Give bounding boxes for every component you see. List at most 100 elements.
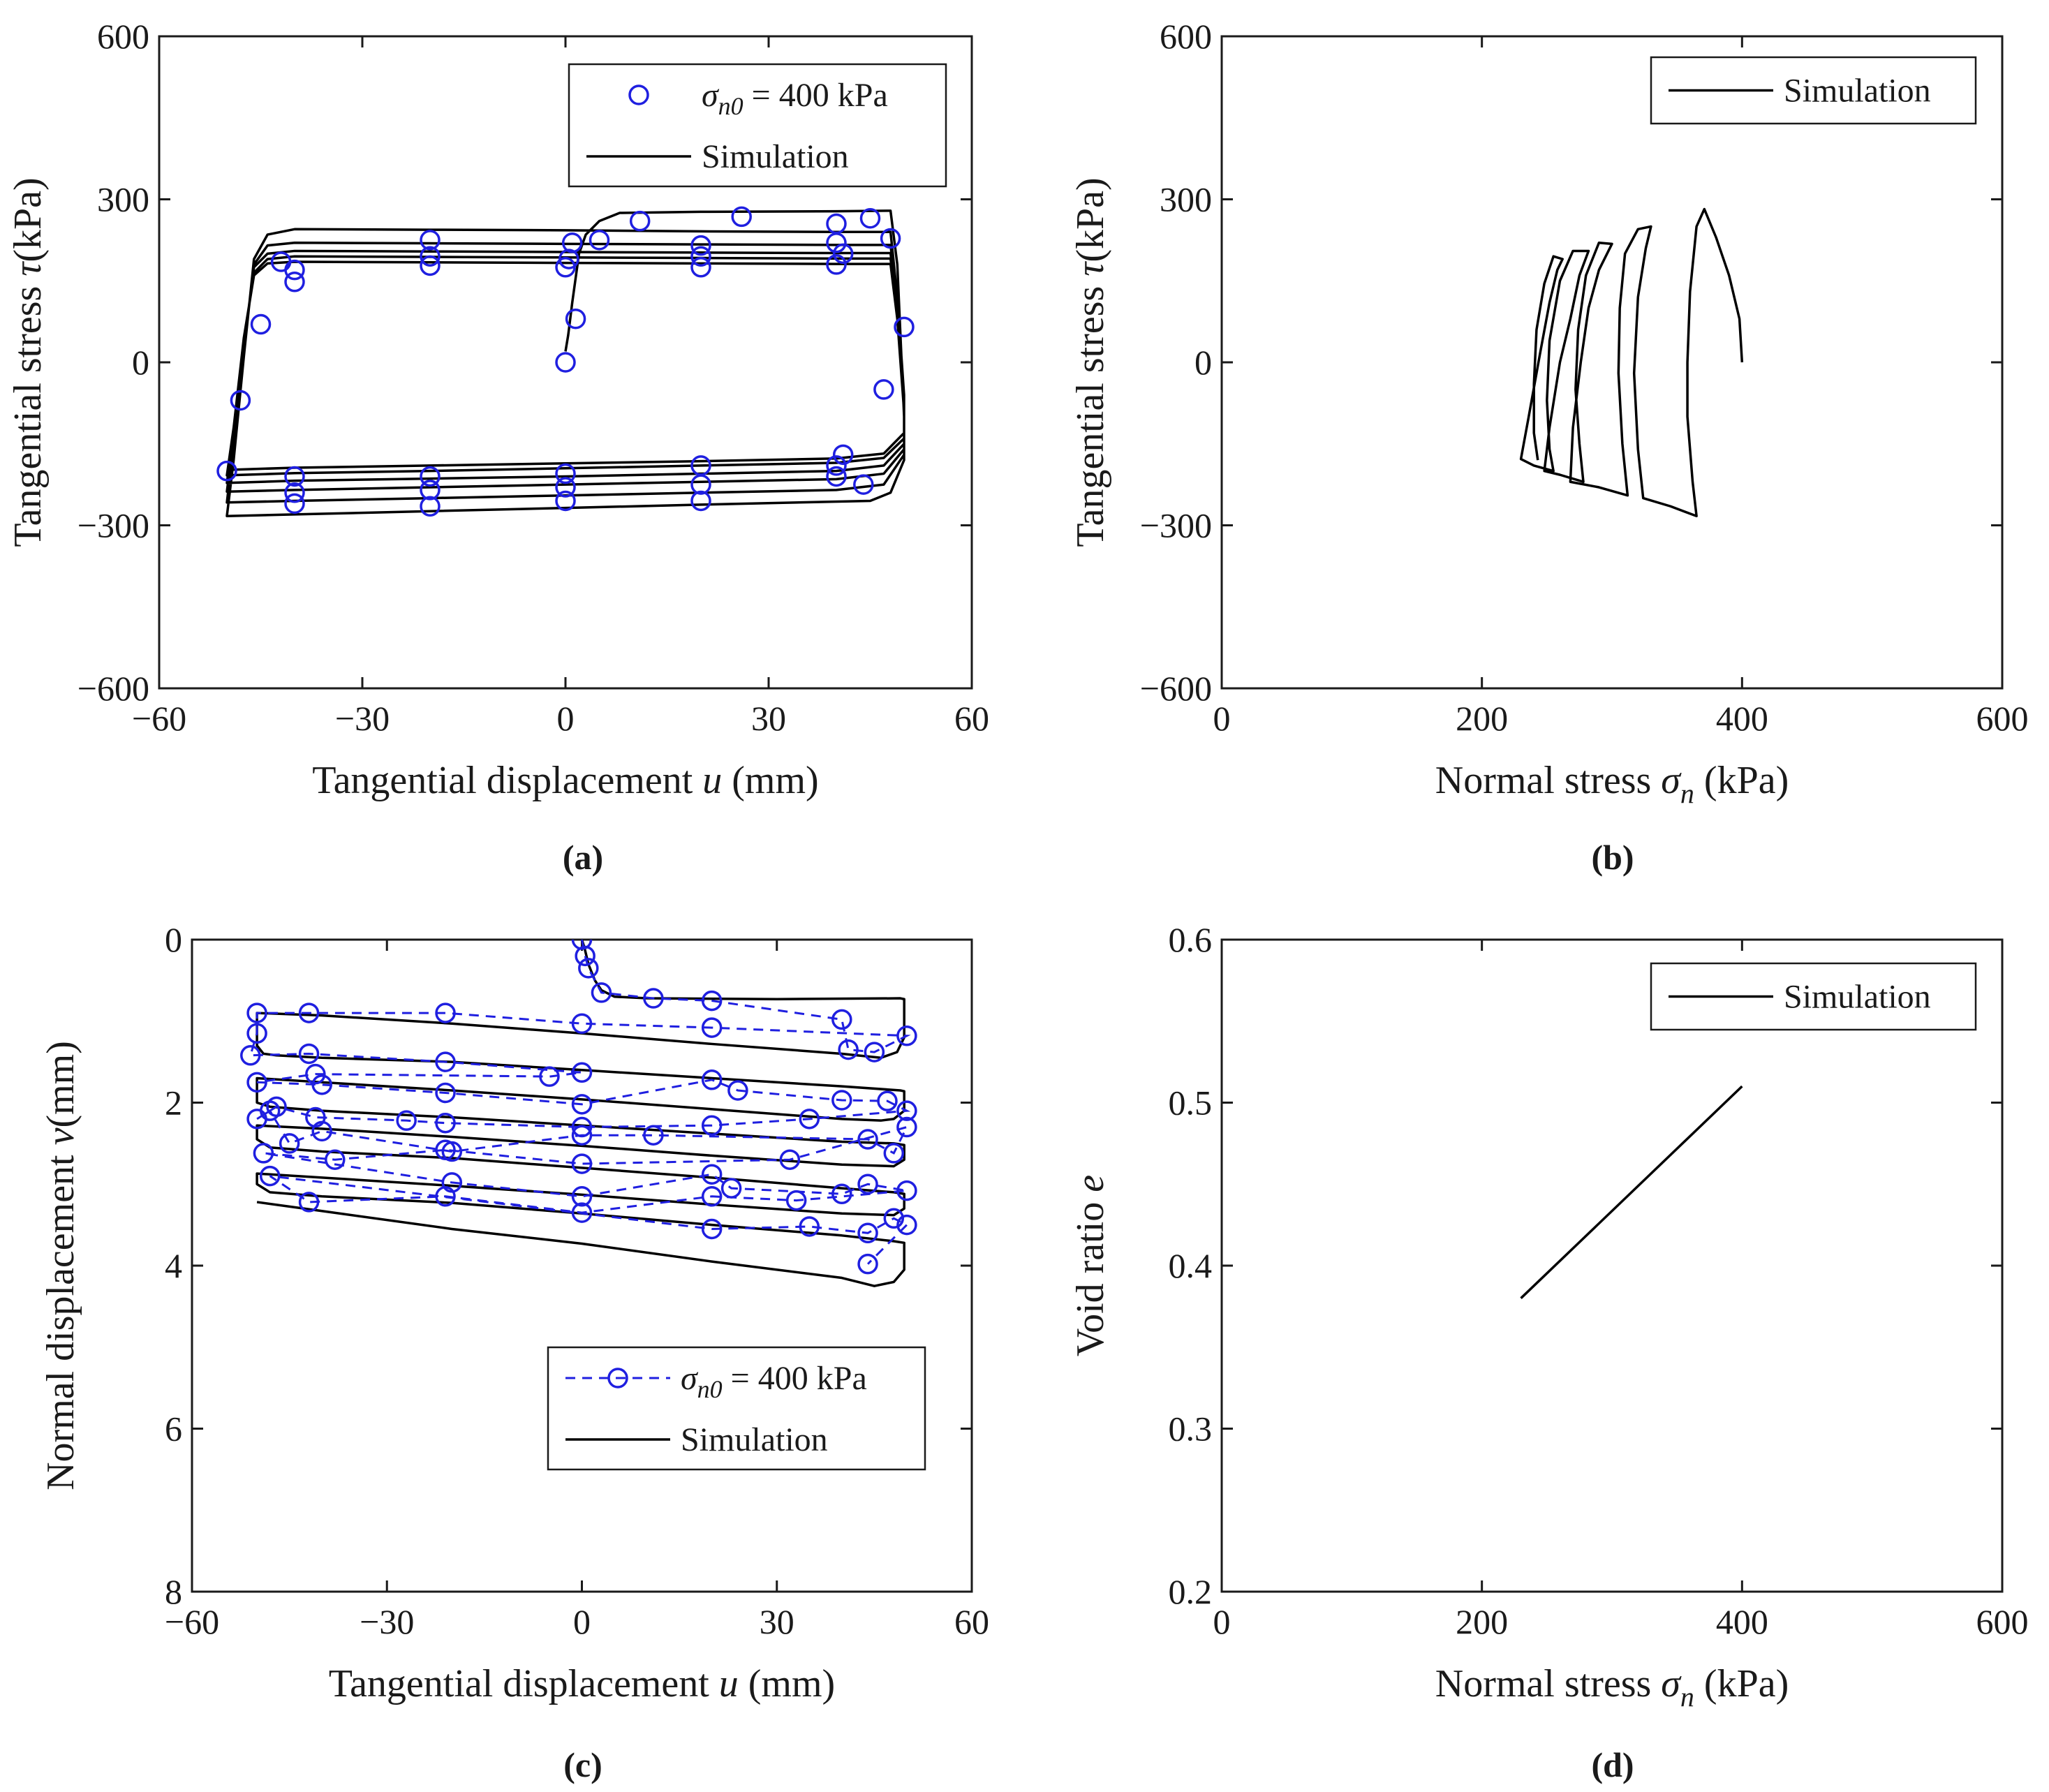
data-point bbox=[701, 1218, 723, 1240]
y-tick-label: −300 bbox=[1140, 506, 1212, 545]
data-point bbox=[883, 1208, 905, 1229]
data-point bbox=[240, 1045, 261, 1066]
y-axis-title: Void ratio e bbox=[1069, 1175, 1112, 1356]
data-point bbox=[690, 490, 711, 512]
data-point bbox=[690, 257, 711, 278]
data-point bbox=[246, 1023, 267, 1044]
data-point bbox=[571, 1202, 593, 1223]
data-point bbox=[859, 207, 881, 229]
data-point bbox=[701, 1115, 723, 1136]
data-point bbox=[284, 466, 305, 487]
data-point bbox=[435, 1051, 456, 1072]
data-point bbox=[785, 1190, 807, 1211]
data-point bbox=[555, 352, 576, 373]
legend: σn0 = 400 kPa Simulation bbox=[568, 63, 947, 188]
legend-box bbox=[547, 1346, 926, 1471]
panel-label: (c) bbox=[563, 1745, 602, 1784]
legend-box bbox=[568, 63, 947, 188]
data-point bbox=[826, 254, 847, 275]
data-point bbox=[396, 1110, 417, 1131]
panel-label: (a) bbox=[563, 838, 603, 877]
data-point bbox=[880, 228, 901, 249]
legend-label: Simulation bbox=[1784, 979, 1931, 1016]
data-point bbox=[279, 1133, 300, 1154]
data-point bbox=[894, 316, 915, 338]
data-point bbox=[420, 496, 441, 517]
data-point bbox=[701, 990, 723, 1012]
data-point bbox=[857, 1129, 878, 1150]
series-simulation bbox=[1520, 1085, 1743, 1299]
data-point bbox=[435, 1139, 456, 1160]
y-tick-label: 0 bbox=[165, 920, 182, 959]
x-axis-title: Tangential displacement u (mm) bbox=[312, 759, 818, 802]
x-tick-label: 600 bbox=[1976, 1602, 2029, 1641]
axes-frame bbox=[1220, 35, 2004, 690]
data-point bbox=[831, 1090, 852, 1111]
data-point bbox=[298, 1043, 320, 1065]
x-axis-title: Normal stress σn (kPa) bbox=[1435, 759, 1789, 809]
data-point bbox=[701, 1186, 723, 1207]
data-point bbox=[571, 1062, 593, 1083]
data-point bbox=[896, 1180, 917, 1201]
data-point bbox=[259, 1100, 281, 1121]
legend-label: σn0 = 400 kPa bbox=[681, 1360, 867, 1403]
data-point bbox=[727, 1080, 748, 1101]
data-point bbox=[420, 255, 441, 276]
data-point bbox=[284, 272, 305, 293]
data-point bbox=[690, 474, 711, 495]
data-point bbox=[720, 1178, 742, 1199]
data-point bbox=[826, 232, 847, 253]
data-point bbox=[250, 313, 272, 335]
data-point bbox=[420, 480, 441, 501]
data-point bbox=[701, 1017, 723, 1038]
data-point bbox=[246, 1072, 267, 1093]
data-point bbox=[284, 259, 305, 281]
data-point bbox=[565, 308, 586, 329]
y-tick-label: 0.6 bbox=[1169, 920, 1213, 959]
x-tick-label: 0 bbox=[557, 699, 575, 738]
simulation-line bbox=[1519, 207, 1744, 518]
data-point bbox=[253, 1143, 274, 1164]
data-point bbox=[539, 1066, 560, 1087]
y-axis-title: Normal displacement v(mm) bbox=[39, 1041, 82, 1490]
data-point bbox=[246, 1002, 267, 1023]
y-tick-label: 4 bbox=[165, 1246, 182, 1285]
data-point bbox=[857, 1253, 878, 1275]
x-axis-title: Normal stress σn (kPa) bbox=[1435, 1662, 1789, 1712]
data-point bbox=[873, 379, 894, 400]
data-point bbox=[831, 1009, 852, 1030]
data-point bbox=[230, 390, 251, 411]
x-tick-label: 60 bbox=[954, 1602, 989, 1641]
data-point bbox=[298, 1002, 320, 1023]
data-point bbox=[883, 1143, 905, 1164]
x-axis-title: Tangential displacement u (mm) bbox=[329, 1662, 835, 1705]
data-point bbox=[435, 1186, 456, 1207]
data-point bbox=[571, 1125, 593, 1146]
legend-marker-swatch bbox=[628, 84, 649, 105]
data-point bbox=[853, 474, 874, 495]
legend: σn0 = 400 kPa Simulation bbox=[547, 1346, 926, 1471]
data-point bbox=[578, 958, 599, 979]
y-tick-label: 0.3 bbox=[1169, 1409, 1213, 1449]
data-point bbox=[575, 945, 596, 967]
chart-d: 0 200 400 600 0.2 0.3 0.4 0.5 0.6 Normal stress σ… bbox=[1069, 920, 2029, 1784]
axes-frame bbox=[191, 938, 973, 1593]
data-point bbox=[571, 1013, 593, 1035]
data-point bbox=[629, 210, 651, 232]
data-point bbox=[305, 1063, 326, 1085]
chart-c: −60 −30 0 30 60 0 2 4 6 8 Tangential displacement … bbox=[39, 920, 989, 1784]
data-point bbox=[831, 1183, 852, 1205]
y-tick-label: 0 bbox=[1194, 343, 1212, 382]
x-tick-label: 600 bbox=[1976, 699, 2029, 738]
x-tick-label: 0 bbox=[1213, 699, 1231, 738]
data-point bbox=[832, 243, 854, 265]
x-tick-label: 200 bbox=[1456, 699, 1508, 738]
x-tick-label: −30 bbox=[335, 699, 390, 738]
x-tick-label: 60 bbox=[954, 699, 989, 738]
y-tick-label: −600 bbox=[77, 669, 149, 708]
x-tick-label: −60 bbox=[132, 699, 186, 738]
legend-marker-swatch bbox=[607, 1368, 628, 1389]
legend: Simulation bbox=[1650, 962, 1977, 1031]
data-point bbox=[896, 1025, 917, 1046]
